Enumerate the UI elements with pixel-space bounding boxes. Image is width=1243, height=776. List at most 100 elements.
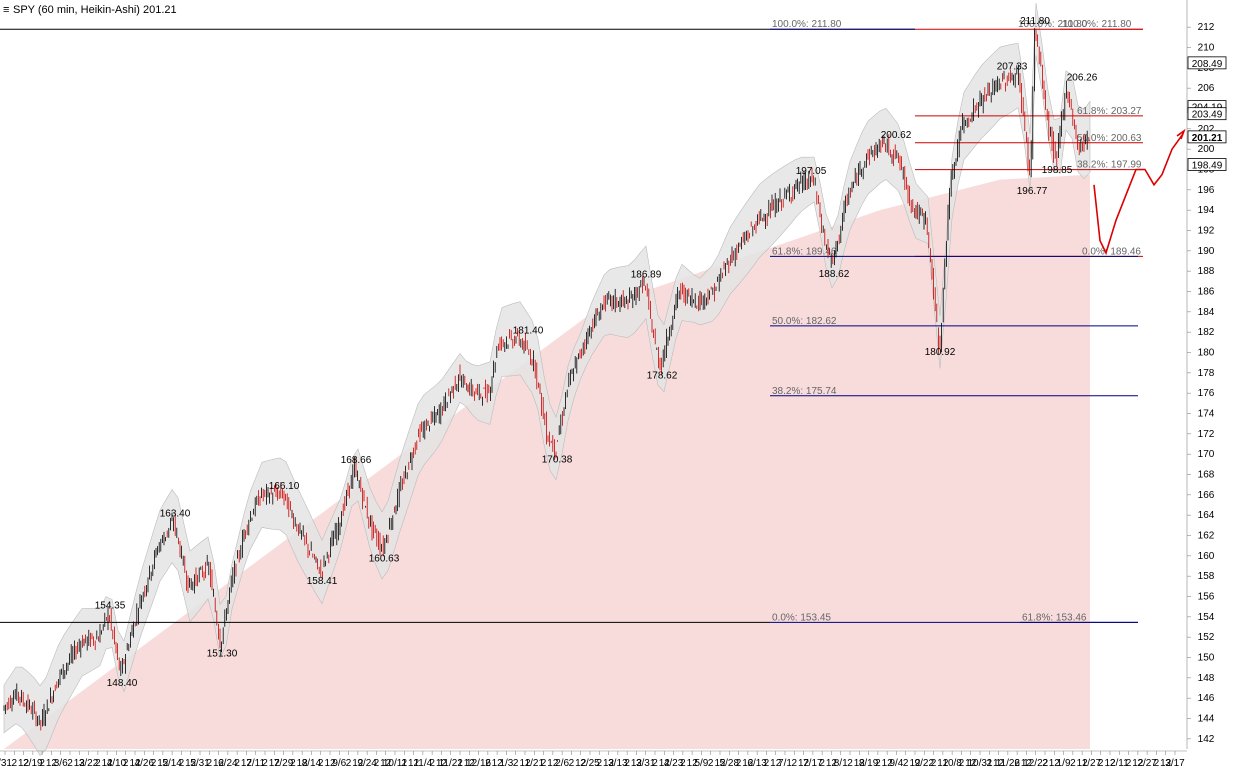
y-axis: 142 144 146 148 150 152 154 156 158 160 162 164 166 1…: [1186, 0, 1215, 749]
y-tick-label: 176: [1198, 388, 1215, 399]
price-label: 166.10: [269, 481, 300, 492]
x-tick-label: 2: [847, 758, 853, 769]
x-tick-label: 2: [819, 758, 825, 769]
fib-label: 0.0%: 153.45: [772, 612, 831, 623]
x-tick-label: 12: [129, 758, 141, 769]
x-tick-label: 2/6: [555, 758, 569, 769]
x-tick-label: 12: [46, 758, 58, 769]
x-tick-label: 2/11: [1110, 758, 1129, 769]
y-tick-label: 186: [1198, 287, 1215, 298]
fib-label: 100.0%: 211.80: [1062, 19, 1132, 30]
x-tick-label: 1/9: [1057, 758, 1071, 769]
x-tick-label: 2: [764, 758, 770, 769]
x-tick-label: 12: [1104, 758, 1116, 769]
x-tick-label: 10/8: [942, 758, 962, 769]
y-tick-label: 180: [1198, 348, 1215, 359]
x-tick-label: 12: [157, 758, 169, 769]
x-tick-label: 8/14: [302, 758, 322, 769]
y-tick-label: 194: [1198, 205, 1215, 216]
x-tick-label: 2/19: [23, 758, 43, 769]
chart-title: SPY (60 min, Heikin-Ashi) 201.21: [13, 4, 177, 16]
x-tick-label: 5/28: [720, 758, 740, 769]
x-tick-label: 12: [993, 758, 1005, 769]
x-tick-label: 2: [67, 758, 73, 769]
x-tick-label: 12: [826, 758, 838, 769]
x-tick-label: 12: [74, 758, 86, 769]
x-tick-label: 2: [1070, 758, 1076, 769]
x-tick-label: 2: [12, 758, 18, 769]
x-tick-label: 12: [965, 758, 977, 769]
price-label: 160.63: [369, 553, 400, 564]
x-tick-label: 2: [987, 758, 993, 769]
x-tick-label: 5/14: [162, 758, 182, 769]
price-label: 178.62: [647, 371, 678, 382]
fib-label: 100.0%: 211.80: [1018, 19, 1088, 30]
x-tick-label: 6/24: [218, 758, 238, 769]
x-tick-label: 12: [519, 758, 531, 769]
price-label: 168.66: [341, 455, 372, 466]
price-label: 186.89: [631, 269, 662, 280]
price-label: 154.35: [95, 600, 126, 611]
x-tick-label: 5/31: [190, 758, 210, 769]
x-tick-label: 7/11: [246, 758, 265, 769]
x-tick-label: 2: [513, 758, 519, 769]
x-tick-label: 2: [875, 758, 881, 769]
x-tick-label: 12: [1049, 758, 1061, 769]
x-tick-label: 12: [436, 758, 448, 769]
trend-fill-layer: [4, 174, 1090, 750]
x-tick-label: 8/1: [834, 758, 848, 769]
fib-label: 0.0%: 189.46: [1082, 246, 1141, 257]
price-label: 207.33: [997, 62, 1028, 73]
price-label: 158.41: [307, 576, 338, 587]
x-tick-label: 10/11: [383, 758, 408, 769]
x-tick-label: 12: [603, 758, 615, 769]
x-tick-label: 2: [179, 758, 185, 769]
price-tag-label: 198.49: [1192, 161, 1223, 172]
x-tick-label: 12: [1160, 758, 1172, 769]
x-tick-label: 12/22: [1023, 758, 1048, 769]
y-tick-label: 212: [1198, 22, 1215, 33]
y-tick-label: 172: [1198, 429, 1215, 440]
x-tick-label: 2: [931, 758, 937, 769]
x-tick-label: 12: [213, 758, 225, 769]
x-tick-label: 1/3: [499, 758, 513, 769]
x-tick-label: 9/24: [357, 758, 377, 769]
x-tick-label: 2: [207, 758, 213, 769]
y-tick-label: 188: [1198, 266, 1215, 277]
x-tick-label: 2: [1042, 758, 1048, 769]
y-tick-label: 150: [1198, 653, 1215, 664]
price-label: 163.40: [160, 508, 191, 519]
y-tick-label: 158: [1198, 571, 1215, 582]
x-tick-label: /31: [0, 758, 12, 769]
y-tick-label: 164: [1198, 510, 1215, 521]
y-tick-label: 192: [1198, 226, 1215, 237]
x-tick-label: 2: [429, 758, 435, 769]
x-tick-label: 12: [185, 758, 197, 769]
x-tick-label: 8/19: [859, 758, 879, 769]
price-tag-label: 203.49: [1192, 110, 1223, 121]
price-tag-box: [1187, 130, 1227, 144]
y-tick-label: 166: [1198, 490, 1215, 501]
x-tick-label: 12: [854, 758, 866, 769]
x-tick-label: 12: [798, 758, 810, 769]
x-tick-label: 2: [541, 758, 547, 769]
x-tick-label: 12: [770, 758, 782, 769]
price-label-layer: 154.35 148.40 163.40 151.30 166.10 158.41 168.…: [95, 16, 1098, 689]
fib-label: 61.8%: 153.46: [1022, 612, 1087, 623]
x-tick-label: 2: [569, 758, 575, 769]
x-tick-label: 12: [714, 758, 726, 769]
fib-label: 100.0%: 211.80: [772, 19, 842, 30]
x-tick-label: 12: [492, 758, 504, 769]
x-tick-label: 12: [937, 758, 949, 769]
projection-arrowhead: [1176, 128, 1186, 140]
x-tick-label: 12: [269, 758, 281, 769]
fib-label: 50.0%: 182.62: [772, 316, 837, 327]
x-tick-label: 12: [352, 758, 364, 769]
price-label: 206.26: [1067, 73, 1098, 84]
x-tick-label: 5/9: [694, 758, 708, 769]
x-tick-label: 9/4: [889, 758, 903, 769]
fib-label: 50.0%: 200.63: [1077, 133, 1142, 144]
y-tick-label: 196: [1198, 185, 1215, 196]
x-tick-label: 3/13: [608, 758, 628, 769]
